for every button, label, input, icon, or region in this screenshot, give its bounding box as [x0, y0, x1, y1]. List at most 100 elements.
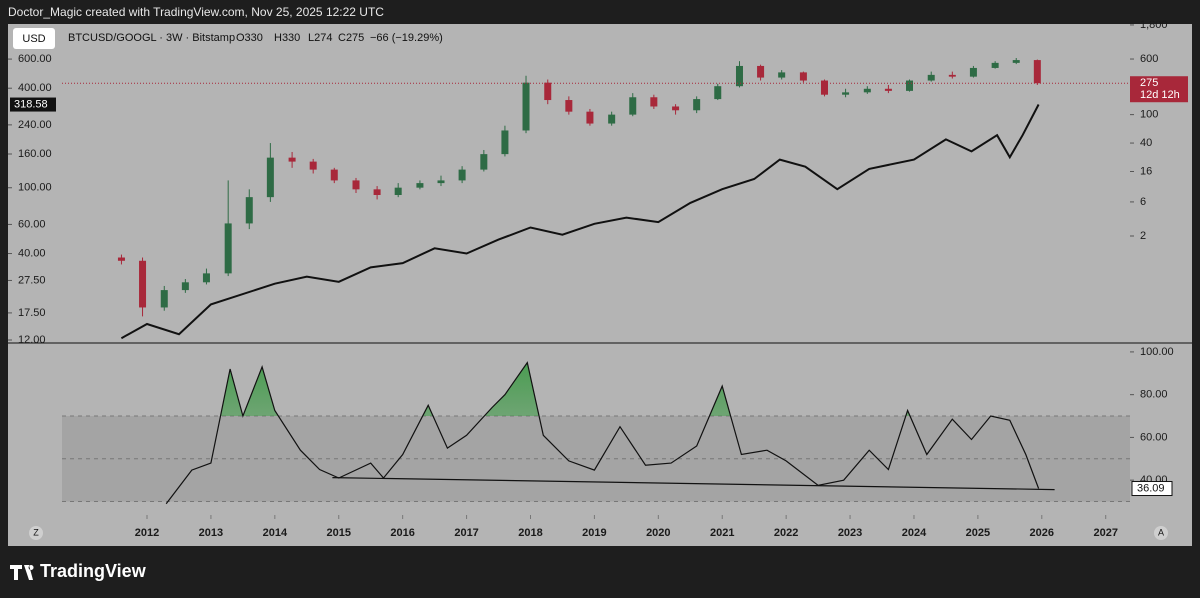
candle-body [1033, 60, 1041, 84]
currency[interactable]: USD [22, 33, 45, 45]
y-tick-label: 40.00 [18, 247, 46, 259]
candle-body [905, 80, 913, 91]
y2-tick-label: 2 [1140, 230, 1146, 242]
logo-icon [10, 565, 34, 580]
y-tick-label: 27.50 [18, 274, 46, 286]
candle-body [991, 62, 999, 68]
candle-body [458, 169, 466, 181]
candle-body [778, 72, 786, 78]
y-tick-label: 12.00 [18, 334, 46, 346]
candle-body [266, 157, 274, 198]
candle-body [522, 82, 530, 131]
x-tick-label: 2027 [1093, 527, 1117, 539]
x-tick-label: 2025 [966, 527, 990, 539]
scale-button[interactable] [29, 526, 43, 540]
candle-body [202, 273, 210, 283]
y-tick-label: 160.00 [18, 148, 52, 160]
y2-tick-label: 1,800 [1140, 19, 1168, 31]
x-tick-label: 2016 [390, 527, 414, 539]
ohlc-low: L274 [308, 32, 332, 44]
candle-body [693, 99, 701, 111]
candle-body [416, 183, 424, 188]
last-value-label: 36.09 [1137, 482, 1165, 494]
y-tick-label: 240.00 [18, 119, 52, 131]
x-tick-label: 2012 [135, 527, 159, 539]
y-tick-label: 100.00 [1140, 346, 1174, 358]
candle-body [799, 72, 807, 81]
y2-tick-label: 16 [1140, 165, 1152, 177]
candle-body [181, 282, 189, 291]
candle-body [820, 80, 828, 95]
x-tick-label: 2023 [838, 527, 862, 539]
candle-body [330, 169, 338, 181]
scale-button-label[interactable]: A [1158, 527, 1164, 537]
scale-button-label[interactable]: Z [33, 527, 39, 537]
overlay-line [120, 104, 1040, 340]
candle-body [288, 157, 296, 162]
symbol: BTCUSD/GOOGL · 3W · Bitstamp [68, 32, 235, 44]
ohlc-open: O330 [236, 32, 263, 44]
candle-body [735, 65, 743, 87]
candle-body [565, 100, 573, 112]
candle-body [394, 187, 402, 195]
y-tick-label: 100.00 [18, 182, 52, 194]
x-tick-label: 2014 [263, 527, 288, 539]
y2-tick-label: 40 [1140, 137, 1152, 149]
x-tick-label: 2021 [710, 527, 734, 539]
candle-body [437, 180, 445, 184]
candle-body [160, 290, 168, 308]
candle-body [586, 111, 594, 124]
x-tick-label: 2013 [199, 527, 223, 539]
candle-body [629, 97, 637, 115]
last-value-box [1131, 481, 1173, 497]
logo: TradingView [40, 561, 147, 581]
last-value-box [10, 97, 56, 112]
x-tick-label: 2024 [902, 527, 927, 539]
x-tick-label: 2020 [646, 527, 670, 539]
candle-body [501, 130, 509, 155]
candle-body [352, 180, 360, 190]
attribution: Doctor_Magic created with TradingView.co… [8, 5, 384, 19]
candle-body [1012, 60, 1020, 63]
x-tick-label: 2022 [774, 527, 798, 539]
candle-body [714, 86, 722, 100]
y-tick-label: 17.50 [18, 307, 46, 319]
candle-body [608, 114, 616, 124]
candle-body [757, 65, 765, 78]
price-label-box [1130, 76, 1188, 103]
x-tick-label: 2018 [518, 527, 542, 539]
y-tick-label: 600.00 [18, 53, 52, 65]
ohlc-close: C275 [338, 32, 364, 44]
candle-body [309, 161, 317, 170]
candle-body [117, 257, 125, 261]
candle-body [948, 74, 956, 77]
currency-button[interactable] [13, 28, 55, 49]
change: −66 (−19.29%) [370, 32, 443, 44]
candle-body [884, 88, 892, 91]
y-tick-label: 400.00 [18, 82, 52, 94]
ohlc-high: H330 [274, 32, 300, 44]
y-tick-label: 60.00 [18, 218, 46, 230]
candle-body [373, 189, 381, 195]
price-label: 275 [1140, 77, 1158, 89]
scale-button[interactable] [1154, 526, 1168, 540]
candle-body [224, 223, 232, 274]
y-tick-label: 60.00 [1140, 431, 1168, 443]
candle-body [650, 97, 658, 107]
countdown: 12d 12h [1140, 89, 1180, 101]
rsi-line [165, 361, 1040, 505]
y-tick-label: 80.00 [1140, 389, 1168, 401]
candle-body [863, 88, 871, 93]
candle-body [842, 92, 850, 95]
candle-body [927, 74, 935, 81]
candle-body [139, 260, 147, 308]
x-tick-label: 2026 [1030, 527, 1054, 539]
y2-tick-label: 600 [1140, 53, 1158, 65]
candle-body [969, 67, 977, 77]
trendline [332, 477, 1055, 491]
candle-body [544, 82, 552, 101]
plot: 2012 2013 2014 2015 2016 2017 2018 2019 2020 2021… [8, 19, 1188, 539]
candle-body [672, 106, 680, 111]
x-tick-label: 2019 [582, 527, 606, 539]
